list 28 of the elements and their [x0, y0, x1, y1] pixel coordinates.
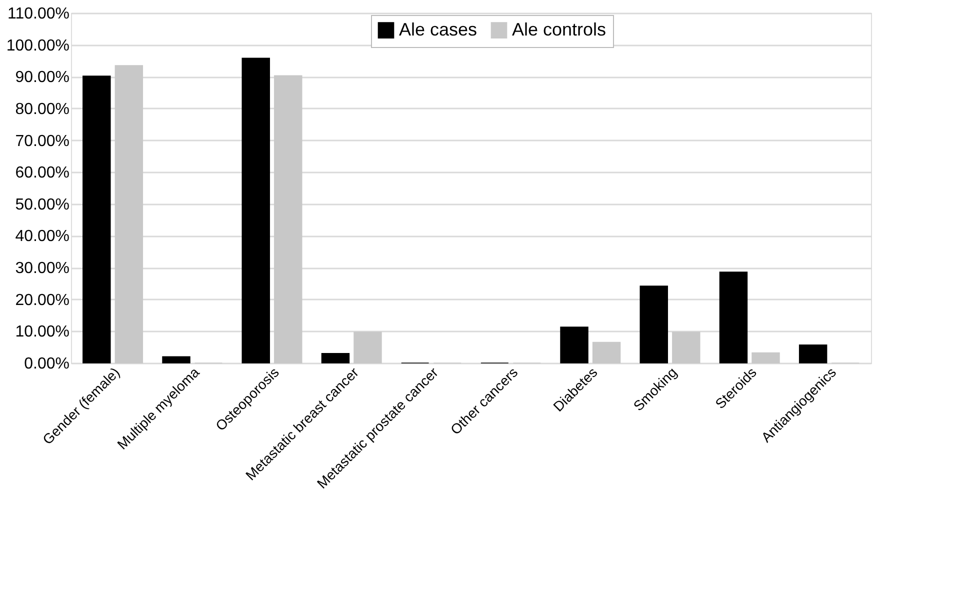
bar [242, 58, 270, 364]
y-tick-label: 70.00% [15, 132, 70, 150]
bar [640, 286, 668, 364]
y-tick-label: 20.00% [15, 292, 70, 309]
y-tick-label: 60.00% [15, 164, 70, 182]
y-tick-label: 90.00% [15, 69, 70, 86]
bar [798, 344, 828, 364]
y-tick-label: 40.00% [15, 228, 70, 246]
bar [82, 76, 111, 364]
bar [672, 332, 700, 364]
bar [274, 75, 302, 364]
y-tick-label: 0.00% [24, 356, 70, 372]
y-tick-label: 10.00% [15, 324, 70, 341]
bar [592, 342, 621, 364]
legend-label: Ale cases [399, 19, 478, 40]
bar [560, 326, 588, 364]
y-tick-label: 30.00% [15, 260, 70, 278]
legend-label: Ale controls [512, 19, 606, 40]
bar [162, 356, 190, 364]
y-tick-label: 110.00% [8, 6, 70, 22]
bar [114, 65, 144, 364]
y-tick-label: 80.00% [15, 100, 70, 118]
bar [321, 353, 350, 364]
bar [719, 272, 748, 364]
bar [354, 332, 382, 364]
y-tick-label: 50.00% [15, 196, 70, 214]
bar [752, 352, 780, 364]
y-tick-label: 100.00% [6, 37, 70, 54]
